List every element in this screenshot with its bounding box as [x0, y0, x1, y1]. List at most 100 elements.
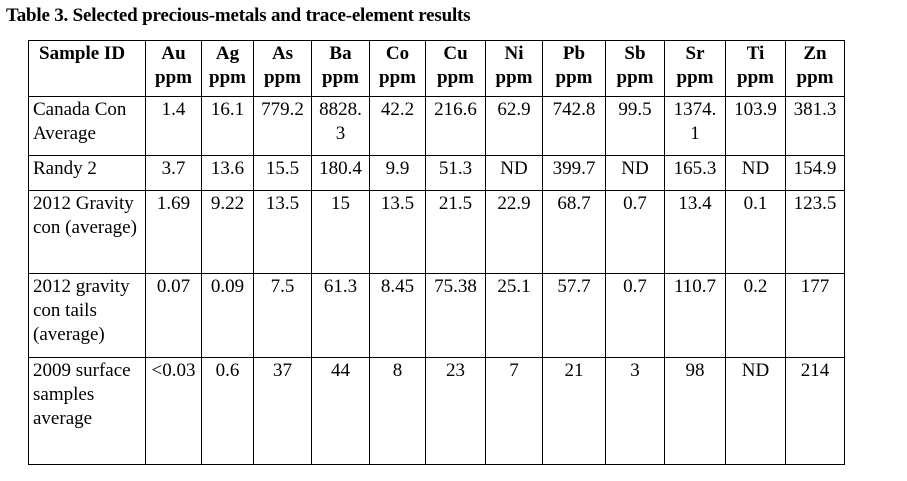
value-cell-ni: 7 [485, 357, 543, 465]
header-element: Pb [562, 43, 586, 64]
header-unit: ppm [322, 67, 359, 88]
value-cell-as: 7.5 [253, 273, 312, 358]
table-row: 2012 gravity con tails (average) 0.07 0.… [28, 273, 845, 358]
value-cell-cu: 21.5 [425, 190, 486, 274]
value-cell-ag: 9.22 [201, 190, 254, 274]
value-cell-co: 8.45 [369, 273, 426, 358]
value-cell-co: 42.2 [369, 96, 426, 156]
header-unit: ppm [737, 67, 774, 88]
value-cell-ag: 0.09 [201, 273, 254, 358]
value-cell-au: <0.03 [145, 357, 202, 465]
header-element: Cu [443, 43, 468, 64]
value-cell-ti: ND [725, 155, 786, 191]
value-cell-cu: 23 [425, 357, 486, 465]
value-cell-co: 9.9 [369, 155, 426, 191]
header-element: Ti [746, 43, 765, 64]
header-co: Co ppm [369, 40, 426, 97]
header-ti: Ti ppm [725, 40, 786, 97]
value-cell-zn: 177 [785, 273, 845, 358]
value-cell-ti: ND [725, 357, 786, 465]
value-cell-sr: 98 [664, 357, 726, 465]
header-ba: Ba ppm [311, 40, 370, 97]
table-row: Canada Con Average 1.4 16.1 779.2 8828.3… [28, 96, 845, 156]
header-element: Co [385, 43, 410, 64]
value-cell-sb: 3 [605, 357, 665, 465]
value-cell-sr: 1374.1 [664, 96, 726, 156]
header-sb: Sb ppm [605, 40, 665, 97]
value-cell-ag: 0.6 [201, 357, 254, 465]
value-cell-au: 3.7 [145, 155, 202, 191]
header-element: Ba [329, 43, 352, 64]
header-au: Au ppm [145, 40, 202, 97]
value-cell-au: 1.4 [145, 96, 202, 156]
header-unit: ppm [796, 67, 834, 88]
value-text: 8828.3 [319, 99, 362, 144]
value-cell-zn: 123.5 [785, 190, 845, 274]
table-row: Randy 2 3.7 13.6 15.5 180.4 9.9 51.3 ND … [28, 155, 845, 191]
value-cell-sr: 165.3 [664, 155, 726, 191]
header-unit: ppm [155, 67, 192, 88]
value-cell-pb: 742.8 [542, 96, 606, 156]
value-cell-sr: 13.4 [664, 190, 726, 274]
results-table: Sample ID Au ppm Ag ppm As ppm Ba ppm Co ppm … [28, 40, 845, 465]
value-cell-ni: 62.9 [485, 96, 543, 156]
header-element: Ni [504, 43, 524, 64]
header-element: Sb [624, 43, 646, 64]
header-element: Ag [215, 43, 240, 64]
value-cell-au: 0.07 [145, 273, 202, 358]
header-ag: Ag ppm [201, 40, 254, 97]
value-cell-zn: 154.9 [785, 155, 845, 191]
header-unit: ppm [264, 67, 301, 88]
header-sr: Sr ppm [664, 40, 726, 97]
header-unit: ppm [209, 67, 246, 88]
value-cell-ni: 25.1 [485, 273, 543, 358]
value-cell-cu: 216.6 [425, 96, 486, 156]
value-cell-pb: 68.7 [542, 190, 606, 274]
value-cell-ti: 0.2 [725, 273, 786, 358]
value-cell-cu: 51.3 [425, 155, 486, 191]
header-zn: Zn ppm [785, 40, 845, 97]
value-cell-pb: 21 [542, 357, 606, 465]
table-caption: Table 3. Selected precious-metals and tr… [6, 5, 471, 26]
header-as: As ppm [253, 40, 312, 97]
header-unit: ppm [676, 67, 714, 88]
value-cell-zn: 381.3 [785, 96, 845, 156]
table-row: 2009 surface samples average <0.03 0.6 3… [28, 357, 845, 465]
value-cell-sb: 0.7 [605, 190, 665, 274]
value-cell-sr: 110.7 [664, 273, 726, 358]
header-element: Zn [803, 43, 827, 64]
sample-id-cell: 2009 surface samples average [28, 357, 146, 465]
value-cell-ni: 22.9 [485, 190, 543, 274]
value-cell-cu: 75.38 [425, 273, 486, 358]
header-element: As [271, 43, 294, 64]
value-cell-ni: ND [485, 155, 543, 191]
value-cell-ba: 8828.3 [311, 96, 370, 156]
sample-id-cell: Canada Con Average [28, 96, 146, 156]
header-pb: Pb ppm [542, 40, 606, 97]
header-element: Sr [685, 43, 705, 64]
table-row: 2012 Gravity con (average) 1.69 9.22 13.… [28, 190, 845, 274]
value-cell-ti: 0.1 [725, 190, 786, 274]
value-cell-ba: 180.4 [311, 155, 370, 191]
value-cell-pb: 57.7 [542, 273, 606, 358]
sample-id-cell: 2012 Gravity con (average) [28, 190, 146, 274]
value-cell-as: 779.2 [253, 96, 312, 156]
value-cell-ba: 61.3 [311, 273, 370, 358]
header-unit: ppm [437, 67, 474, 88]
sample-id-cell: 2012 gravity con tails (average) [28, 273, 146, 358]
value-cell-co: 13.5 [369, 190, 426, 274]
value-cell-ba: 44 [311, 357, 370, 465]
value-cell-ba: 15 [311, 190, 370, 274]
header-unit: ppm [379, 67, 416, 88]
header-row: Sample ID Au ppm Ag ppm As ppm Ba ppm Co ppm … [28, 40, 845, 97]
sample-id-cell: Randy 2 [28, 155, 146, 191]
header-unit: ppm [495, 67, 533, 88]
value-cell-ag: 16.1 [201, 96, 254, 156]
value-cell-as: 13.5 [253, 190, 312, 274]
value-text: 1374.1 [673, 99, 717, 144]
value-cell-au: 1.69 [145, 190, 202, 274]
value-cell-sb: 99.5 [605, 96, 665, 156]
value-cell-as: 37 [253, 357, 312, 465]
value-cell-co: 8 [369, 357, 426, 465]
header-unit: ppm [616, 67, 654, 88]
